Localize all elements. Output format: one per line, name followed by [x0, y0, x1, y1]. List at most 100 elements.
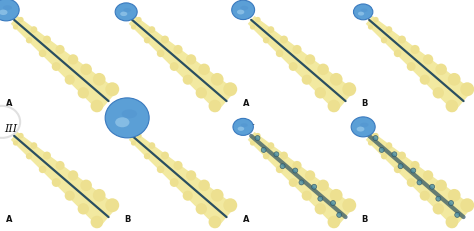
- Polygon shape: [366, 132, 473, 228]
- Circle shape: [209, 100, 221, 113]
- Circle shape: [301, 75, 312, 85]
- Circle shape: [211, 74, 224, 86]
- Text: A: A: [6, 99, 12, 108]
- Ellipse shape: [105, 98, 149, 138]
- Circle shape: [381, 153, 387, 160]
- Circle shape: [196, 203, 207, 215]
- Circle shape: [330, 74, 343, 86]
- Circle shape: [223, 83, 237, 97]
- Circle shape: [186, 170, 196, 181]
- Ellipse shape: [122, 110, 137, 119]
- Ellipse shape: [120, 12, 128, 17]
- Circle shape: [30, 27, 37, 34]
- Circle shape: [157, 166, 164, 173]
- Circle shape: [455, 213, 460, 217]
- Circle shape: [299, 180, 304, 185]
- Circle shape: [250, 25, 255, 30]
- Circle shape: [157, 50, 164, 58]
- Circle shape: [182, 75, 193, 85]
- Circle shape: [144, 38, 150, 44]
- Circle shape: [39, 50, 46, 58]
- Circle shape: [373, 136, 378, 141]
- Circle shape: [448, 74, 461, 86]
- Circle shape: [423, 55, 433, 65]
- Circle shape: [81, 180, 92, 191]
- Ellipse shape: [356, 127, 365, 132]
- Circle shape: [289, 178, 298, 187]
- Circle shape: [280, 36, 288, 44]
- Circle shape: [392, 152, 397, 157]
- Circle shape: [267, 27, 274, 34]
- Circle shape: [385, 27, 392, 34]
- Circle shape: [255, 18, 261, 23]
- Circle shape: [276, 50, 283, 58]
- Circle shape: [182, 191, 193, 201]
- Circle shape: [68, 170, 78, 181]
- Polygon shape: [129, 17, 236, 112]
- Ellipse shape: [233, 119, 254, 136]
- Circle shape: [93, 189, 106, 202]
- Text: III: III: [4, 123, 17, 134]
- Circle shape: [407, 178, 416, 187]
- Circle shape: [18, 18, 24, 23]
- Circle shape: [93, 74, 106, 86]
- Text: IV: IV: [241, 123, 254, 134]
- Circle shape: [255, 136, 260, 141]
- Circle shape: [337, 213, 342, 217]
- Circle shape: [342, 83, 356, 97]
- Ellipse shape: [123, 9, 131, 13]
- Polygon shape: [129, 132, 236, 228]
- Circle shape: [68, 55, 78, 65]
- Circle shape: [136, 133, 142, 139]
- Circle shape: [199, 64, 210, 76]
- Circle shape: [13, 25, 18, 30]
- Circle shape: [43, 152, 51, 160]
- Circle shape: [379, 148, 384, 153]
- Circle shape: [78, 88, 89, 99]
- Circle shape: [318, 196, 323, 201]
- Circle shape: [52, 63, 61, 72]
- Circle shape: [148, 27, 155, 34]
- Text: B: B: [361, 214, 367, 223]
- Circle shape: [429, 185, 435, 189]
- Circle shape: [446, 100, 458, 113]
- Ellipse shape: [237, 11, 245, 15]
- Circle shape: [368, 25, 373, 30]
- Circle shape: [267, 143, 274, 149]
- Circle shape: [385, 143, 392, 149]
- Polygon shape: [366, 17, 473, 112]
- Circle shape: [144, 153, 150, 160]
- Circle shape: [81, 64, 92, 76]
- Circle shape: [460, 198, 474, 212]
- Circle shape: [186, 55, 196, 65]
- Polygon shape: [11, 132, 118, 228]
- Circle shape: [196, 88, 207, 99]
- Ellipse shape: [232, 1, 255, 21]
- Circle shape: [170, 63, 179, 72]
- Circle shape: [330, 201, 336, 206]
- Circle shape: [105, 83, 119, 97]
- Circle shape: [305, 170, 315, 181]
- Circle shape: [161, 36, 169, 44]
- Circle shape: [419, 75, 430, 85]
- Circle shape: [394, 50, 401, 58]
- Ellipse shape: [115, 4, 137, 22]
- Circle shape: [394, 166, 401, 173]
- Circle shape: [311, 185, 317, 189]
- Text: A: A: [6, 214, 12, 223]
- Circle shape: [131, 141, 136, 146]
- Circle shape: [161, 152, 169, 160]
- Circle shape: [411, 168, 416, 173]
- Ellipse shape: [360, 123, 369, 128]
- Circle shape: [91, 216, 103, 228]
- Text: B: B: [124, 99, 130, 108]
- Text: A: A: [243, 214, 249, 223]
- Ellipse shape: [0, 10, 8, 16]
- Circle shape: [274, 152, 279, 157]
- Circle shape: [55, 161, 64, 170]
- Circle shape: [26, 153, 32, 160]
- Circle shape: [52, 178, 61, 187]
- Circle shape: [13, 141, 18, 146]
- Circle shape: [209, 216, 221, 228]
- Text: B: B: [361, 99, 367, 108]
